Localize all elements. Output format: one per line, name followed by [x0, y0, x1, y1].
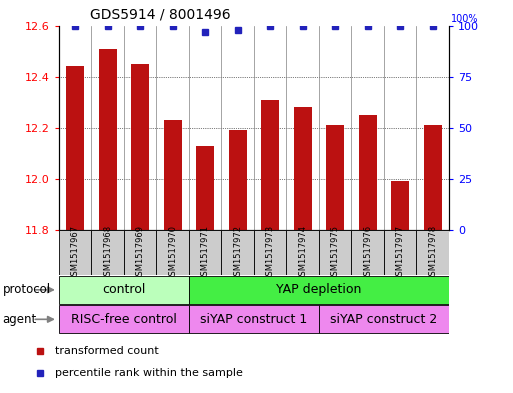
Text: RISC-free control: RISC-free control: [71, 313, 177, 326]
Bar: [59, 276, 189, 304]
Text: GSM1517976: GSM1517976: [363, 224, 372, 281]
Bar: [156, 230, 189, 275]
Bar: [124, 230, 156, 275]
Bar: [189, 230, 222, 275]
Text: GSM1517968: GSM1517968: [103, 224, 112, 281]
Bar: [286, 230, 319, 275]
Bar: [384, 230, 417, 275]
Text: siYAP construct 2: siYAP construct 2: [330, 313, 438, 326]
Bar: [417, 230, 449, 275]
Bar: [229, 130, 247, 230]
Bar: [59, 230, 91, 275]
Text: GSM1517978: GSM1517978: [428, 224, 437, 281]
Bar: [222, 230, 254, 275]
Text: siYAP construct 1: siYAP construct 1: [200, 313, 308, 326]
Bar: [319, 230, 351, 275]
Bar: [164, 120, 182, 230]
Text: GDS5914 / 8001496: GDS5914 / 8001496: [90, 7, 231, 22]
Bar: [189, 276, 449, 304]
Bar: [59, 305, 189, 333]
Text: GSM1517967: GSM1517967: [71, 224, 80, 281]
Text: agent: agent: [3, 313, 37, 326]
Text: transformed count: transformed count: [55, 346, 159, 356]
Bar: [254, 230, 286, 275]
Text: GSM1517977: GSM1517977: [396, 224, 405, 281]
Bar: [294, 107, 311, 230]
Text: control: control: [102, 283, 146, 296]
Bar: [99, 48, 116, 230]
Bar: [131, 64, 149, 230]
Bar: [196, 145, 214, 230]
Text: GSM1517969: GSM1517969: [136, 224, 145, 281]
Text: GSM1517975: GSM1517975: [331, 224, 340, 281]
Text: GSM1517971: GSM1517971: [201, 224, 210, 281]
Text: 100%: 100%: [451, 14, 479, 24]
Text: GSM1517972: GSM1517972: [233, 224, 242, 281]
Bar: [351, 230, 384, 275]
Text: GSM1517974: GSM1517974: [298, 224, 307, 281]
Text: percentile rank within the sample: percentile rank within the sample: [55, 368, 243, 378]
Text: GSM1517970: GSM1517970: [168, 224, 177, 281]
Bar: [391, 181, 409, 230]
Text: YAP depletion: YAP depletion: [276, 283, 362, 296]
Text: protocol: protocol: [3, 283, 51, 296]
Bar: [359, 115, 377, 230]
Bar: [326, 125, 344, 230]
Bar: [189, 305, 319, 333]
Bar: [319, 305, 449, 333]
Text: GSM1517973: GSM1517973: [266, 224, 274, 281]
Bar: [66, 66, 84, 230]
Bar: [261, 99, 279, 230]
Bar: [91, 230, 124, 275]
Bar: [424, 125, 442, 230]
